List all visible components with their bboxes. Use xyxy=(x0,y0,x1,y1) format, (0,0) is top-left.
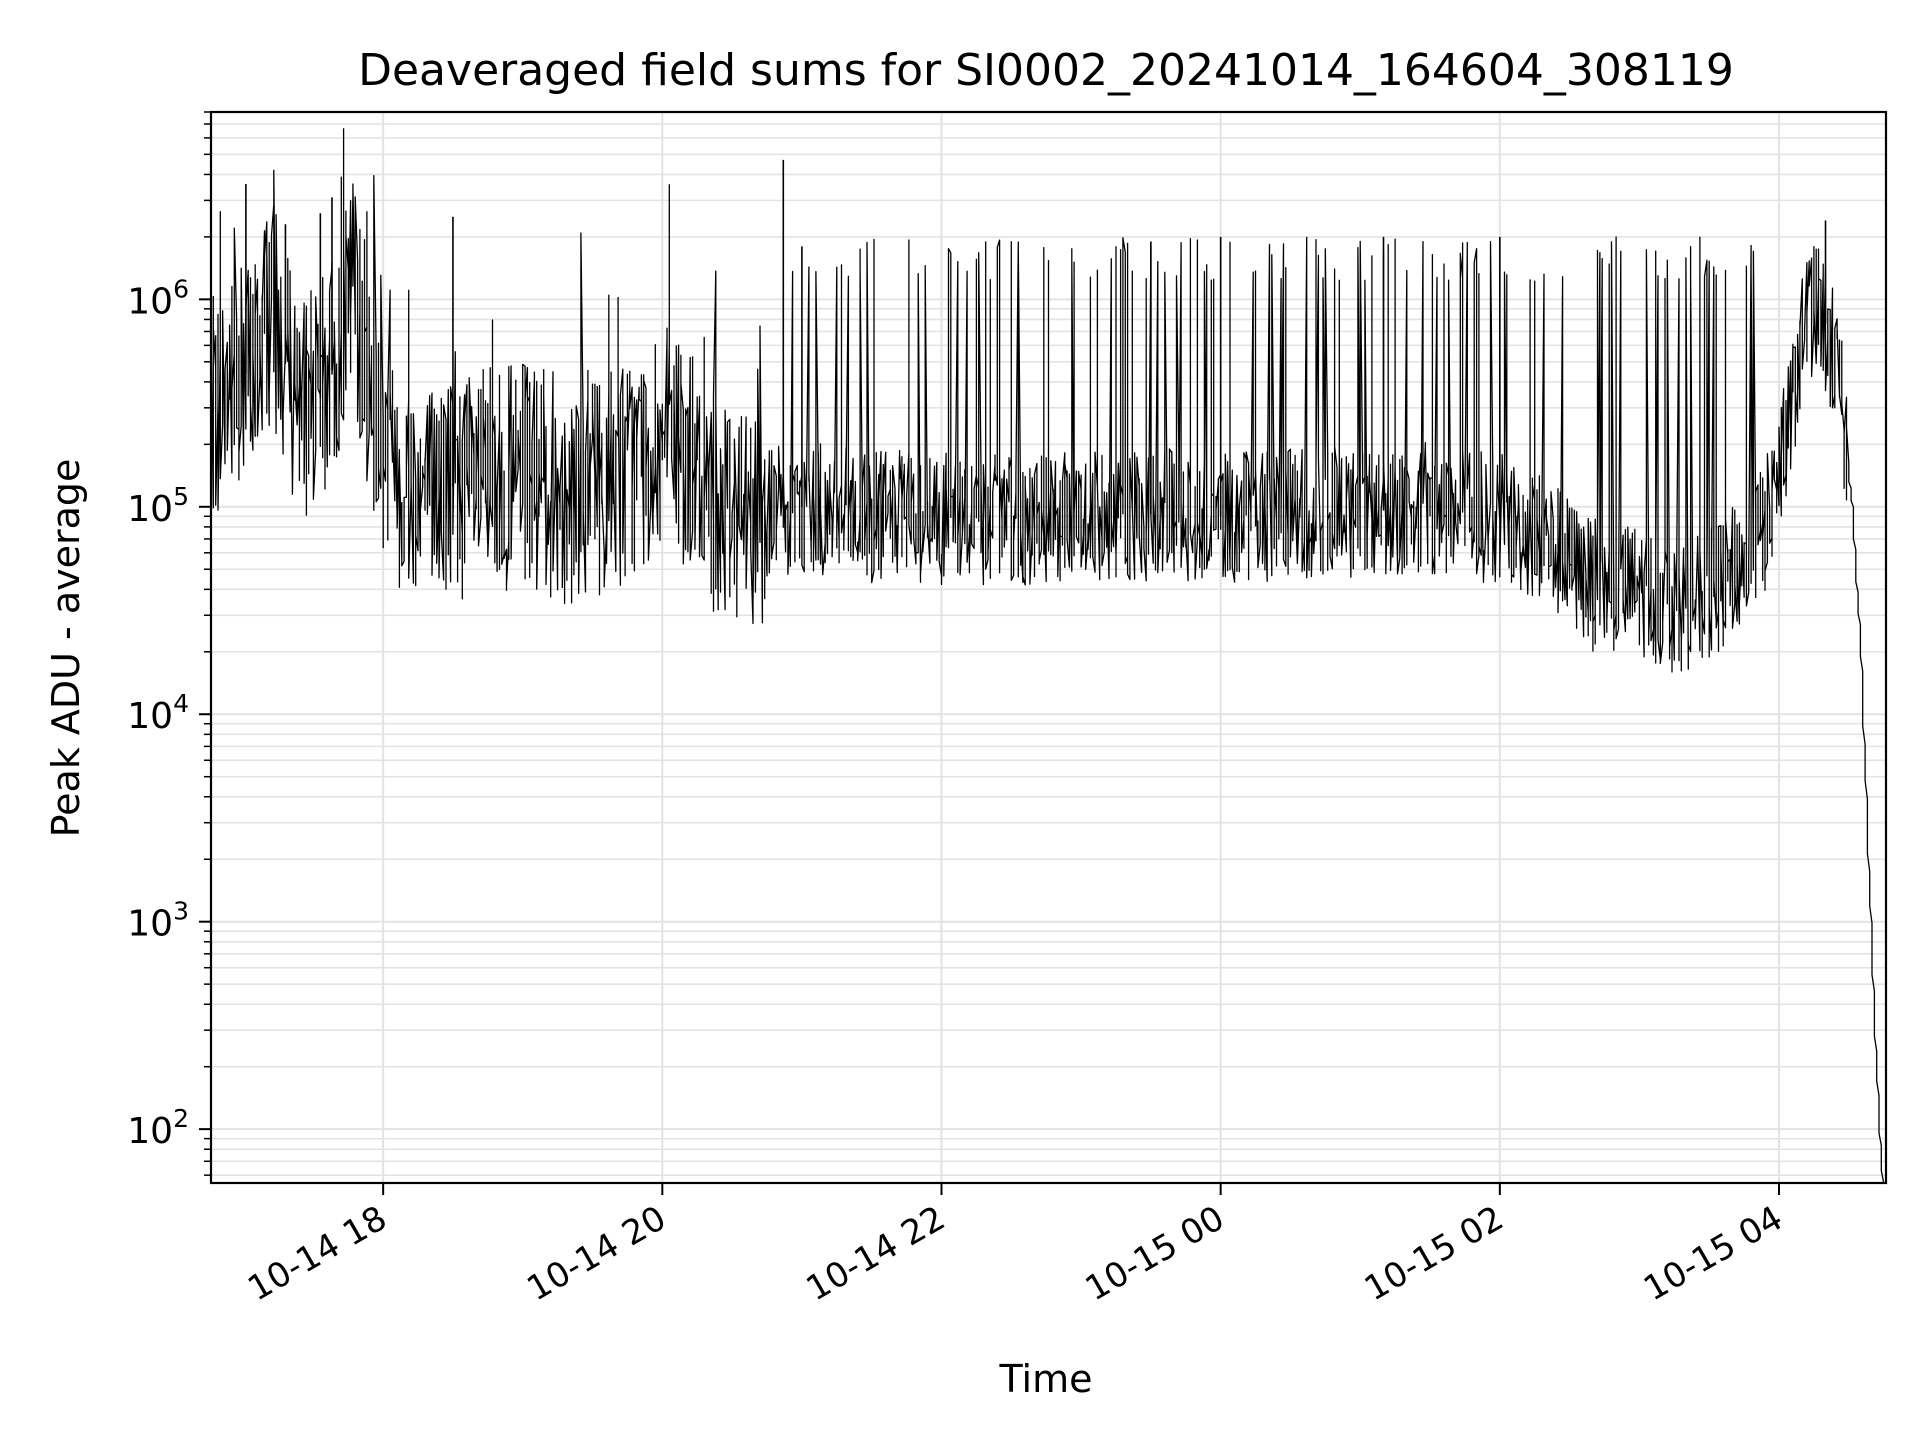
data-line-path xyxy=(210,128,1885,1184)
data-line xyxy=(210,128,1885,1184)
y-axis-label: Peak ADU - average xyxy=(44,459,88,838)
y-tick-label: 105 xyxy=(127,482,189,530)
grid xyxy=(211,111,1886,1183)
y-tick-label: 102 xyxy=(127,1104,189,1152)
y-tick-label: 106 xyxy=(127,274,189,322)
x-axis-label: Time xyxy=(999,1357,1093,1401)
chart-title: Deaveraged field sums for SI0002_2024101… xyxy=(358,45,1734,96)
y-tick-label: 104 xyxy=(127,689,189,737)
plot-frame xyxy=(209,110,1888,1185)
y-tick-label: 103 xyxy=(127,897,189,945)
